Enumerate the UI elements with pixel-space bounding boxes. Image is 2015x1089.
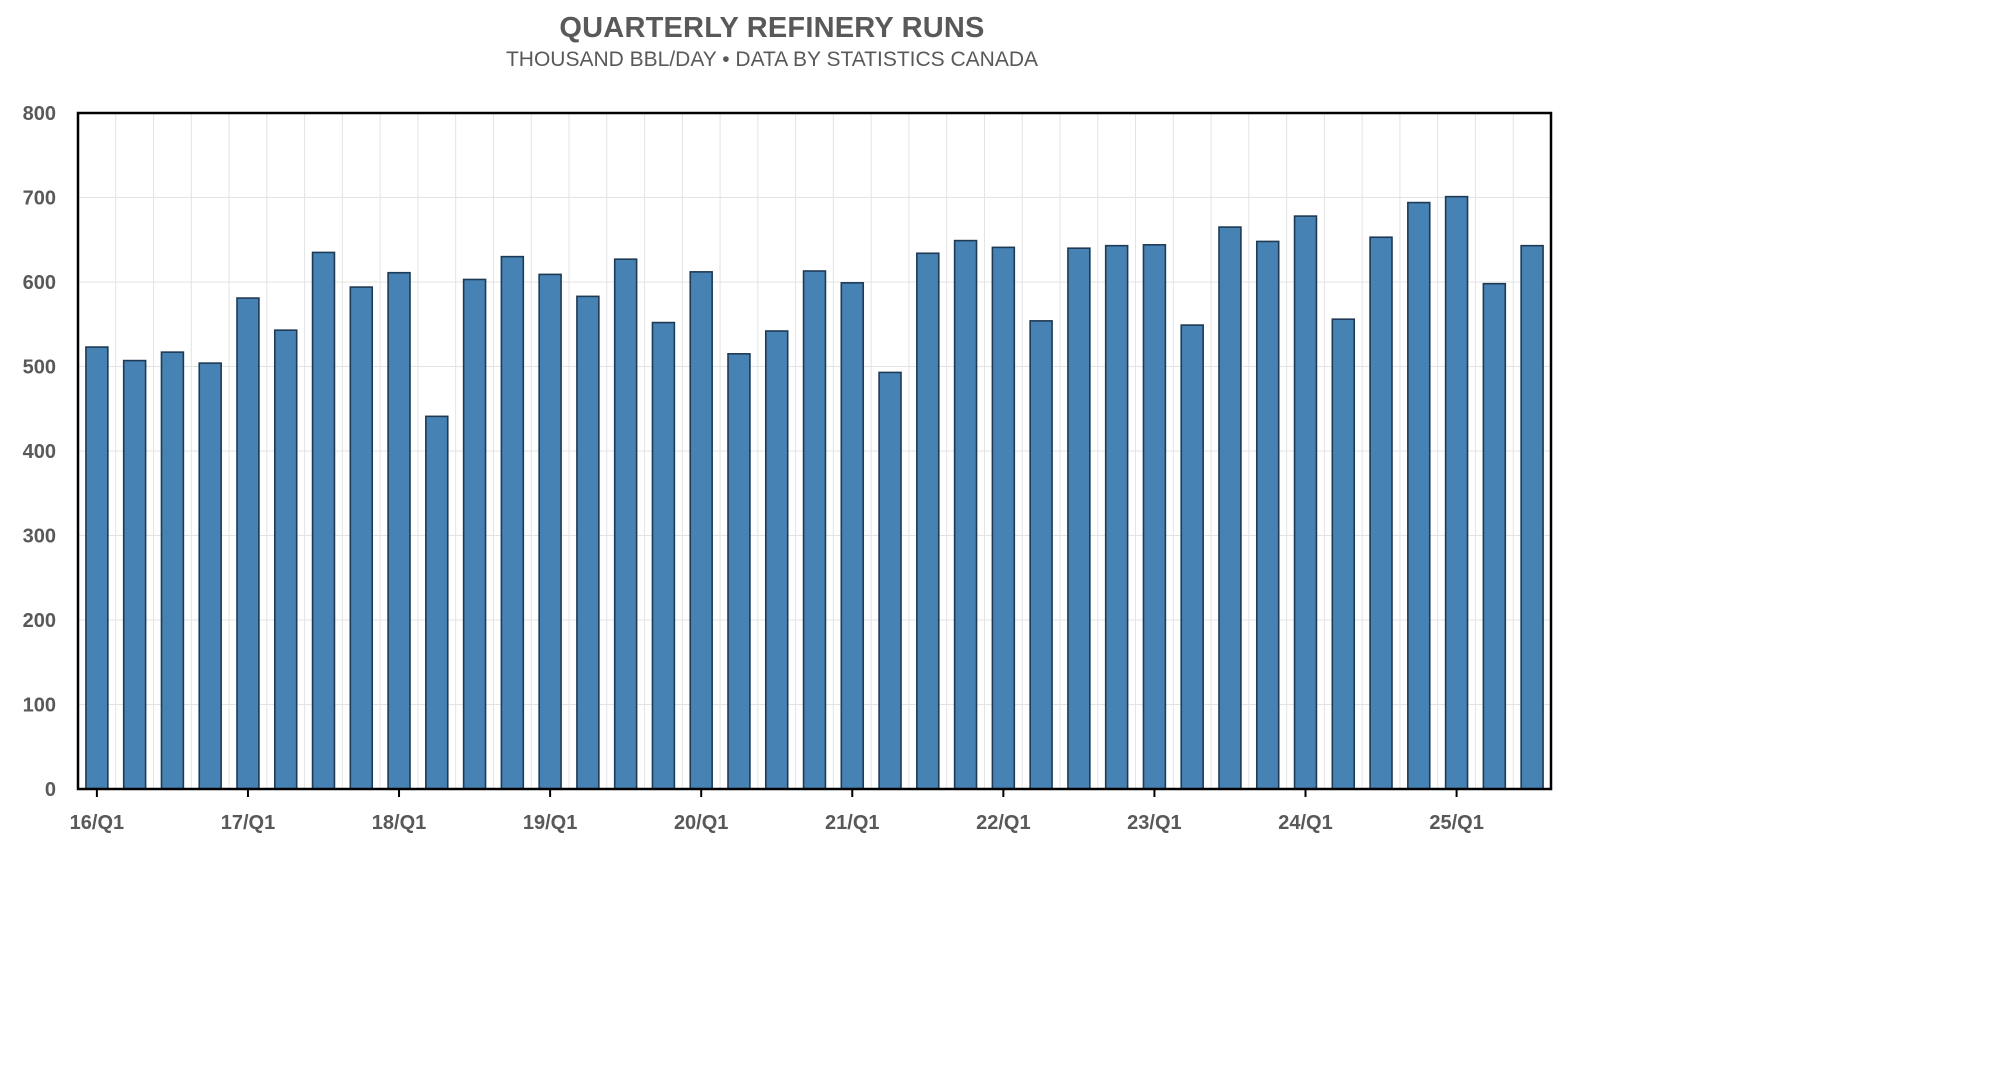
y-tick-label: 300 [23,526,56,548]
bar-20-q2 [727,353,751,790]
bar-19-q2 [576,295,600,790]
x-tick-label: 23/Q1 [1127,812,1181,834]
bar-18-q2 [425,415,449,790]
bar-20-q3 [764,330,789,790]
plot-frame [76,111,1553,791]
bar-22-q2 [1029,320,1053,790]
x-tick-label: 19/Q1 [523,812,577,834]
chart-subtitle: THOUSAND BBL/DAY • DATA BY STATISTICS CA… [505,48,1039,71]
bar-19-q4 [651,321,676,790]
y-tick-label: 500 [23,357,56,379]
bar-25-q3 [1520,244,1544,790]
bar-16-q1 [85,346,109,790]
bar-20-q4 [802,270,827,790]
bar-25-q1 [1444,195,1469,790]
bar-25-q2 [1482,282,1507,790]
bar-21-q3 [916,252,940,790]
x-tick-label: 20/Q1 [674,812,728,834]
bar-22-q4 [1104,244,1129,790]
y-tick-label: 800 [23,103,56,125]
y-tick-label: 700 [23,188,56,210]
y-tick-label: 200 [23,610,56,632]
bar-23-q4 [1255,240,1280,790]
y-tick-label: 100 [23,695,56,717]
bar-23-q1 [1142,244,1167,790]
bar-16-q2 [122,359,147,790]
bar-20-q1 [689,271,713,790]
bar-22-q1 [991,246,1016,790]
bar-24-q1 [1293,215,1318,790]
y-tick-label: 600 [23,272,56,294]
y-tick-label: 400 [23,441,56,463]
bar-18-q1 [387,271,411,790]
chart-title: QUARTERLY REFINERY RUNS [559,12,985,44]
bar-21-q4 [953,239,978,790]
bar-17-q3 [311,251,336,790]
x-tick-label: 17/Q1 [221,812,275,834]
y-tick-label: 0 [45,779,56,801]
x-tick-label: 16/Q1 [70,812,124,834]
bar-21-q2 [878,371,902,790]
bar-18-q3 [462,278,487,790]
x-tick-label: 21/Q1 [825,812,879,834]
x-tick-label: 18/Q1 [372,812,426,834]
bar-19-q1 [538,273,562,790]
bar-24-q2 [1331,318,1356,790]
bar-16-q3 [160,351,185,790]
x-tick-label: 24/Q1 [1278,812,1332,834]
bar-24-q4 [1407,201,1431,790]
x-tick-label: 22/Q1 [976,812,1030,834]
x-axis-ticks: 16/Q1 17/Q1 18/Q1 19/Q1 20/Q1 21/Q1 22/Q1 23/Q1… [70,789,1484,834]
bar-17-q2 [273,329,298,790]
bar-23-q3 [1218,226,1242,790]
bar-22-q3 [1067,247,1091,790]
bar-17-q4 [349,286,374,790]
bar-23-q2 [1180,324,1204,790]
bar-17-q1 [236,297,260,790]
bar-16-q4 [198,362,222,790]
bar-19-q3 [613,258,638,790]
bar-24-q3 [1369,236,1393,790]
x-tick-label: 25/Q1 [1429,812,1483,834]
y-axis-ticks: 0 100 200 300 400 500 600 700 800 [23,103,56,801]
axes [76,111,1553,791]
bars [85,195,1544,790]
bar-21-q1 [840,282,865,790]
bar-18-q4 [500,255,525,790]
